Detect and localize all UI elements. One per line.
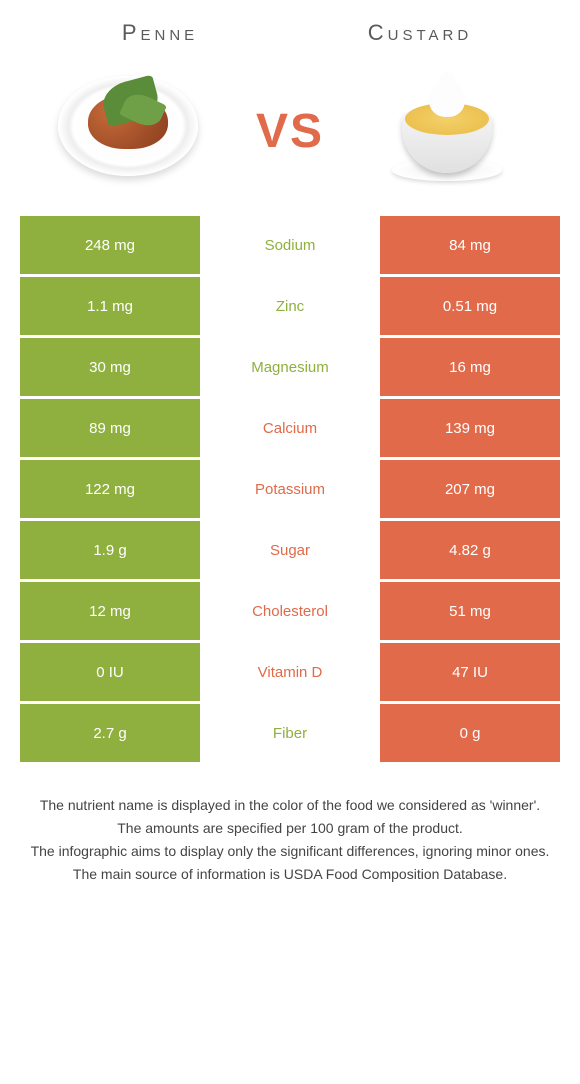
title-right: Custard xyxy=(290,20,550,46)
left-value: 30 mg xyxy=(20,338,200,396)
table-row: 30 mgMagnesium16 mg xyxy=(20,338,560,396)
right-value: 207 mg xyxy=(380,460,560,518)
table-row: 89 mgCalcium139 mg xyxy=(20,399,560,457)
right-value: 47 IU xyxy=(380,643,560,701)
hero-row: VS xyxy=(0,56,580,216)
left-value: 248 mg xyxy=(20,216,200,274)
left-value: 1.9 g xyxy=(20,521,200,579)
right-value: 84 mg xyxy=(380,216,560,274)
nutrient-label: Cholesterol xyxy=(200,582,380,640)
right-value: 0.51 mg xyxy=(380,277,560,335)
left-value: 122 mg xyxy=(20,460,200,518)
nutrient-label: Vitamin D xyxy=(200,643,380,701)
left-value: 1.1 mg xyxy=(20,277,200,335)
table-row: 1.1 mgZinc0.51 mg xyxy=(20,277,560,335)
nutrient-label: Sodium xyxy=(200,216,380,274)
left-value: 89 mg xyxy=(20,399,200,457)
right-value: 0 g xyxy=(380,704,560,762)
left-value: 0 IU xyxy=(20,643,200,701)
nutrient-label: Sugar xyxy=(200,521,380,579)
right-value: 51 mg xyxy=(380,582,560,640)
table-row: 12 mgCholesterol51 mg xyxy=(20,582,560,640)
left-value: 12 mg xyxy=(20,582,200,640)
footer-notes: The nutrient name is displayed in the co… xyxy=(0,765,580,885)
left-value: 2.7 g xyxy=(20,704,200,762)
table-row: 2.7 gFiber0 g xyxy=(20,704,560,762)
vs-label: VS xyxy=(256,104,324,159)
table-row: 1.9 gSugar4.82 g xyxy=(20,521,560,579)
table-row: 122 mgPotassium207 mg xyxy=(20,460,560,518)
right-value: 139 mg xyxy=(380,399,560,457)
nutrient-label: Potassium xyxy=(200,460,380,518)
footer-line: The nutrient name is displayed in the co… xyxy=(25,795,555,816)
footer-line: The main source of information is USDA F… xyxy=(25,864,555,885)
right-value: 4.82 g xyxy=(380,521,560,579)
footer-line: The amounts are specified per 100 gram o… xyxy=(25,818,555,839)
nutrient-label: Calcium xyxy=(200,399,380,457)
comparison-table: 248 mgSodium84 mg1.1 mgZinc0.51 mg30 mgM… xyxy=(0,216,580,762)
footer-line: The infographic aims to display only the… xyxy=(25,841,555,862)
table-row: 0 IUVitamin D47 IU xyxy=(20,643,560,701)
titles-row: Penne Custard xyxy=(0,0,580,56)
nutrient-label: Zinc xyxy=(200,277,380,335)
right-value: 16 mg xyxy=(380,338,560,396)
table-row: 248 mgSodium84 mg xyxy=(20,216,560,274)
title-left: Penne xyxy=(30,20,290,46)
custard-image xyxy=(344,81,550,181)
penne-image xyxy=(30,76,236,186)
nutrient-label: Magnesium xyxy=(200,338,380,396)
nutrient-label: Fiber xyxy=(200,704,380,762)
